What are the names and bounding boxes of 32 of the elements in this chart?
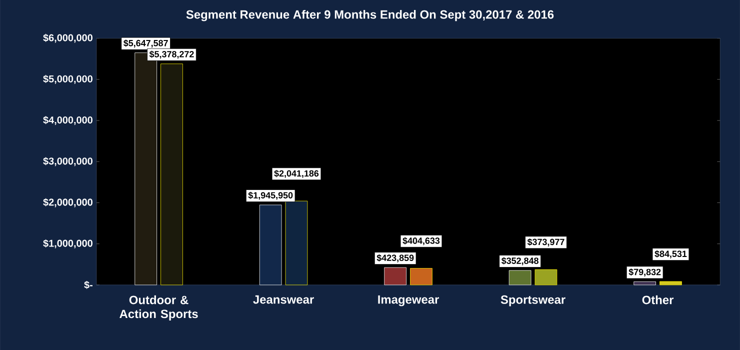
- data-label: $423,859: [376, 254, 414, 262]
- x-tick-label: Outdoor & Action Sports: [120, 295, 198, 320]
- data-label: $404,633: [402, 237, 440, 246]
- y-tick-label: $-: [84, 280, 92, 289]
- data-label: $352,848: [501, 257, 538, 266]
- y-tick-label: $5,000,000: [43, 74, 92, 84]
- data-label: $1,945,950: [248, 192, 293, 200]
- x-tick-label: Jeanswear: [253, 295, 314, 304]
- bar: [534, 269, 558, 286]
- data-label: $79,832: [628, 268, 661, 276]
- bar: [160, 64, 183, 286]
- x-tick-label: Other: [642, 295, 674, 304]
- x-tick-label: Sportswear: [500, 295, 566, 306]
- data-label: $5,378,272: [149, 50, 194, 59]
- bar: [508, 270, 532, 286]
- bar: [410, 268, 432, 286]
- bar: [384, 267, 406, 286]
- chart-title: Segment Revenue After 9 Months Ended On Sept 30,2017 & 2016: [186, 10, 554, 22]
- data-label: $2,041,186: [274, 170, 319, 178]
- bar: [634, 281, 656, 286]
- data-label: $84,531: [654, 250, 687, 258]
- data-label: $5,647,587: [124, 39, 168, 48]
- y-tick-label: $3,000,000: [43, 157, 92, 166]
- y-tick-label: $2,000,000: [43, 198, 92, 208]
- y-tick-label: $1,000,000: [43, 239, 92, 248]
- bar: [259, 204, 282, 286]
- bar: [660, 281, 682, 286]
- y-tick-label: $6,000,000: [43, 34, 92, 43]
- bar: [285, 200, 308, 286]
- data-label: $373,977: [527, 238, 564, 246]
- x-tick-label: Imagewear: [378, 295, 439, 306]
- y-tick-label: $4,000,000: [43, 116, 92, 125]
